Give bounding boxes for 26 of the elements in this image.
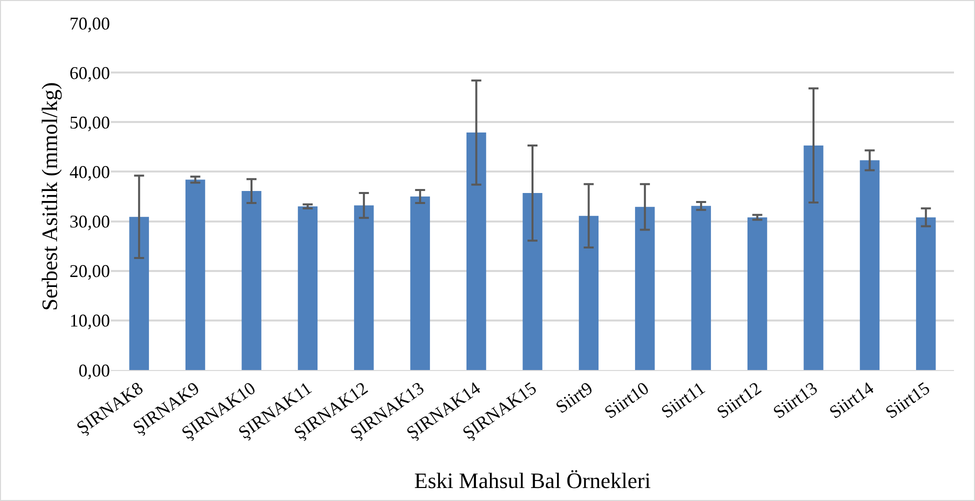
bar xyxy=(860,160,880,370)
y-tick-label: 60,00 xyxy=(70,62,110,83)
y-tick-label: 0,00 xyxy=(78,360,110,380)
bar xyxy=(466,132,486,370)
y-tick-label: 10,00 xyxy=(70,310,110,331)
bar xyxy=(691,206,711,370)
y-tick-label: 70,00 xyxy=(70,13,110,34)
bar xyxy=(916,217,936,370)
bar xyxy=(129,216,149,370)
y-tick-label: 20,00 xyxy=(70,261,110,282)
bar xyxy=(804,145,824,370)
bar xyxy=(410,196,430,370)
bar xyxy=(635,206,655,370)
x-axis-title: Eski Mahsul Bal Örnekleri xyxy=(414,468,651,493)
bar xyxy=(522,193,542,370)
bar xyxy=(242,191,262,370)
bar xyxy=(185,180,206,370)
bar xyxy=(578,216,599,370)
bar xyxy=(354,205,374,370)
bar xyxy=(298,206,318,370)
bar xyxy=(747,217,768,370)
x-tick-label: Siirt9 xyxy=(552,378,596,418)
y-axis-title: Serbest Asitlik (mmol/kg) xyxy=(37,82,62,311)
y-tick-label: 30,00 xyxy=(70,212,110,232)
y-tick-label: 40,00 xyxy=(70,162,110,182)
y-tick-label: 50,00 xyxy=(70,112,110,132)
